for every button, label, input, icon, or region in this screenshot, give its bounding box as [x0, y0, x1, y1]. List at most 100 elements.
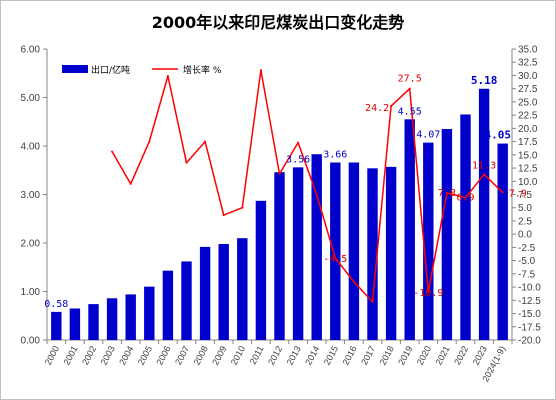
- growth-point-2015: [334, 256, 337, 259]
- x-tick-label: 2013: [285, 344, 303, 366]
- bar-2008: [199, 246, 211, 340]
- right-tick-label: 17.5: [518, 137, 538, 148]
- right-tick-label: 12.5: [518, 164, 538, 175]
- bar-2013: [292, 167, 304, 340]
- growth-point-2011: [259, 69, 262, 72]
- legend: 出口/亿吨 增长率 %: [62, 64, 222, 76]
- bar-data-label: 4.05: [485, 129, 512, 142]
- left-tick-label: 4.00: [21, 142, 41, 153]
- right-tick-label: 35.0: [518, 45, 538, 56]
- bar-2009: [218, 243, 229, 340]
- growth-point-2016: [352, 280, 355, 283]
- x-tick-label: 2015: [322, 344, 340, 366]
- bar-2012: [274, 172, 285, 340]
- bar-2000: [51, 311, 62, 340]
- right-tick-label: 2.5: [518, 216, 532, 227]
- bar-2014: [311, 154, 322, 340]
- right-tick-label: -5.0: [518, 256, 536, 267]
- bar-2004: [125, 294, 136, 340]
- bar-2001: [69, 308, 81, 340]
- growth-point-2020: [427, 290, 430, 293]
- growth-line: [111, 69, 504, 303]
- growth-point-2013: [297, 141, 300, 144]
- growth-point-2022: [464, 196, 467, 199]
- x-tick-label: 2007: [173, 344, 191, 366]
- bar-2022: [460, 114, 471, 340]
- growth-point-2014: [315, 193, 318, 196]
- right-tick-label: -12.5: [518, 296, 541, 307]
- left-tick-label: 1.00: [21, 287, 41, 298]
- bar-2021: [441, 129, 453, 340]
- x-tick-label: 2006: [154, 344, 172, 366]
- growth-data-label: 7.9: [509, 188, 527, 199]
- bar-2006: [162, 270, 174, 340]
- bar-2019: [404, 119, 415, 340]
- bar-2011: [255, 200, 267, 340]
- growth-data-label: 7.8: [438, 188, 456, 199]
- growth-point-2009: [222, 214, 225, 217]
- right-tick-label: 15.0: [518, 150, 538, 161]
- x-tick-label: 2021: [433, 344, 451, 366]
- bar-2005: [144, 286, 155, 340]
- left-tick-label: 3.00: [21, 190, 41, 201]
- x-tick-label: 2022: [452, 344, 470, 366]
- growth-data-label: -4.5: [323, 254, 347, 265]
- x-tick-label: 2010: [229, 344, 247, 366]
- right-tick-label: 0.0: [518, 230, 532, 241]
- right-tick-label: -15.0: [518, 309, 541, 320]
- x-tick-label: 2002: [80, 344, 98, 366]
- bar-data-label: 3.56: [286, 154, 310, 165]
- bars: [51, 88, 508, 341]
- right-tick-label: 10.0: [518, 177, 538, 188]
- bar-2023: [478, 88, 490, 341]
- right-tick-label: 22.5: [518, 111, 538, 122]
- x-tick-label: 2014: [303, 344, 321, 366]
- x-tick-label: 2019: [396, 344, 414, 366]
- bar-2015: [330, 162, 341, 340]
- growth-data-label: 27.5: [398, 74, 422, 85]
- bar-2002: [88, 304, 99, 340]
- growth-point-2021: [445, 191, 448, 194]
- x-tick-label: 2016: [340, 344, 358, 366]
- growth-point-2003: [111, 150, 114, 153]
- growth-data-label: 6.9: [456, 193, 474, 204]
- growth-point-2024(1-9): [501, 191, 504, 194]
- right-tick-label: 25.0: [518, 97, 538, 108]
- x-tick-label: 2004: [117, 344, 135, 366]
- left-tick-label: 5.00: [21, 93, 41, 104]
- legend-bar-swatch: [62, 65, 88, 73]
- right-tick-label: 5.0: [518, 203, 532, 214]
- bar-data-label: 3.66: [323, 149, 347, 160]
- right-tick-label: -2.5: [518, 243, 536, 254]
- x-tick-label: 2020: [415, 344, 433, 366]
- bar-2003: [106, 298, 118, 340]
- data-labels: 0.58 3.56 3.66 4.55 4.07 5.18 4.05 -4.5 24.2 27.5…: [44, 74, 527, 310]
- left-tick-label: 2.00: [21, 239, 41, 250]
- x-tick-label: 2001: [61, 344, 79, 366]
- bar-2010: [237, 238, 248, 340]
- right-tick-label: -17.5: [518, 322, 541, 333]
- legend-bar-label: 出口/亿吨: [91, 64, 130, 76]
- right-tick-label: 20.0: [518, 124, 538, 135]
- legend-line-label: 增长率 %: [183, 64, 222, 76]
- x-tick-label: 2003: [99, 344, 117, 366]
- growth-point-2005: [148, 140, 151, 143]
- bar-data-label: 4.07: [416, 130, 440, 141]
- x-tick-label: 2012: [266, 344, 284, 366]
- right-tick-label: 27.5: [518, 84, 538, 95]
- bar-2007: [181, 261, 192, 340]
- growth-point-2017: [371, 300, 374, 303]
- right-tick-label: 30.0: [518, 71, 538, 82]
- bar-2020: [423, 142, 434, 340]
- growth-point-2004: [129, 182, 132, 185]
- x-tick-label: 2009: [210, 344, 228, 366]
- growth-point-2010: [241, 206, 244, 209]
- growth-point-2008: [204, 140, 207, 143]
- right-tick-label: -7.5: [518, 269, 536, 280]
- x-tick-label: 2018: [378, 344, 396, 366]
- growth-data-label: 24.2: [365, 103, 389, 114]
- growth-rate-line: [111, 69, 504, 303]
- right-tick-label: -10.0: [518, 283, 541, 294]
- bar-2017: [367, 168, 378, 340]
